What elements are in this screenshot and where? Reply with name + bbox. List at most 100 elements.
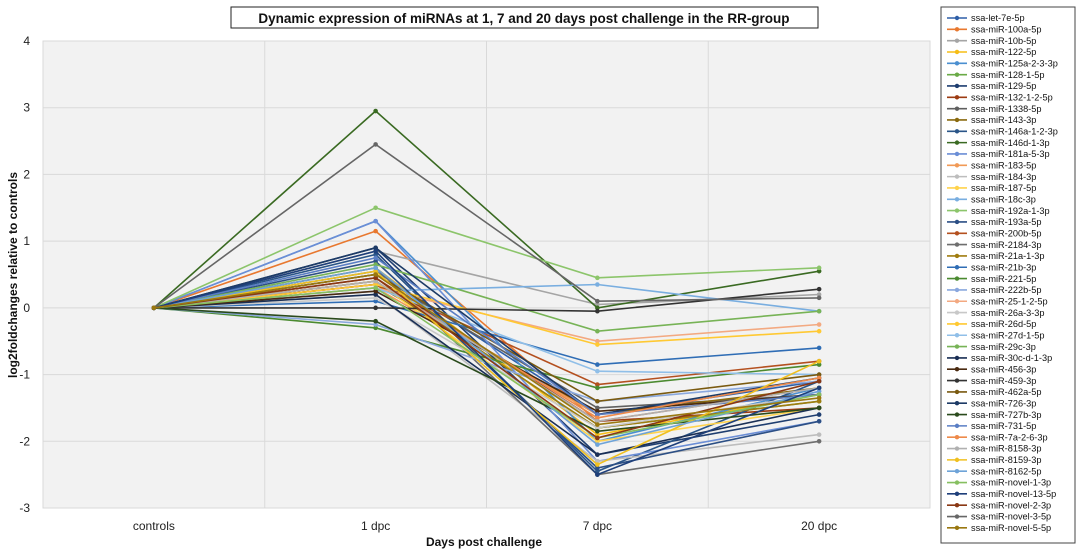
data-point: [816, 418, 822, 424]
data-point: [595, 418, 600, 424]
data-point: [816, 378, 822, 384]
legend-marker: [954, 401, 960, 406]
legend-label: ssa-miR-221-5p: [971, 274, 1036, 284]
data-point: [595, 305, 600, 311]
data-point: [373, 322, 378, 327]
data-point: [816, 392, 822, 397]
data-point: [595, 398, 600, 404]
legend-marker: [954, 27, 960, 32]
data-point: [595, 412, 600, 417]
data-point: [373, 265, 378, 271]
data-point: [595, 405, 600, 411]
y-axis-ticks: -3 -2 -1 0 1 2 3 4: [19, 34, 30, 515]
data-point: [373, 288, 378, 294]
y-tick-label: -1: [19, 368, 30, 382]
legend-label: ssa-miR-183-5p: [971, 160, 1036, 170]
legend-marker: [954, 140, 960, 145]
data-point: [373, 245, 378, 251]
data-point: [595, 362, 600, 367]
data-point: [595, 408, 600, 414]
series-line: [153, 300, 820, 366]
data-point: [816, 265, 822, 271]
y-tick-label: 1: [23, 234, 30, 248]
legend-entry: ssa-miR-21b-3p: [947, 262, 1036, 272]
legend-marker: [954, 378, 960, 383]
data-point: [151, 305, 157, 311]
data-point: [373, 142, 378, 147]
legend-marker: [954, 491, 960, 497]
legend-label: ssa-miR-222b-5p: [971, 285, 1041, 295]
legend-entry: ssa-miR-8159-3p: [947, 455, 1041, 465]
legend-entry: ssa-miR-125a-2-3-3p: [947, 59, 1058, 69]
legend-label: ssa-miR-128-1-5p: [971, 70, 1045, 80]
data-point: [595, 425, 600, 431]
legend-marker: [954, 72, 960, 77]
data-point: [595, 308, 600, 314]
legend-marker: [954, 38, 960, 43]
data-point: [373, 218, 378, 224]
series-line: [153, 263, 820, 333]
legend-marker: [954, 389, 960, 395]
legend-marker: [954, 242, 960, 247]
legend-entry: ssa-miR-187-5p: [947, 183, 1036, 193]
legend-entry: ssa-miR-25-1-2-5p: [947, 296, 1048, 306]
data-point: [816, 405, 822, 411]
series-line: [153, 250, 820, 476]
data-point: [816, 372, 822, 377]
data-point: [816, 432, 822, 437]
legend-label: ssa-miR-21b-3p: [971, 262, 1036, 272]
legend-entry: ssa-miR-731-5p: [947, 421, 1036, 431]
y-axis-title: log2foldchanges relative to controls: [6, 172, 20, 378]
data-point: [816, 412, 822, 417]
data-point: [816, 362, 822, 367]
data-point: [595, 415, 600, 421]
legend-entry: ssa-miR-8162-5p: [947, 466, 1041, 476]
legend-marker: [954, 333, 960, 338]
data-point: [595, 472, 600, 477]
x-tick-label: 7 dpc: [583, 519, 612, 533]
legend-entry: ssa-miR-8158-3p: [947, 444, 1041, 454]
legend-label: ssa-miR-129-5p: [971, 81, 1036, 91]
data-point: [816, 395, 822, 401]
x-axis-title: Days post challenge: [426, 535, 542, 549]
legend-entry: ssa-miR-26d-5p: [947, 319, 1036, 329]
legend-entry: ssa-miR-2184-3p: [947, 240, 1041, 250]
legend-entry: ssa-miR-132-1-2-5p: [947, 93, 1053, 103]
legend-label: ssa-miR-26a-3-3p: [971, 308, 1045, 318]
legend: [940, 6, 1076, 544]
data-point: [595, 368, 600, 374]
legend-marker: [954, 163, 960, 168]
legend-label: ssa-miR-8159-3p: [971, 455, 1041, 465]
legend-entry: ssa-miR-novel-1-3p: [947, 478, 1051, 488]
legend-label: ssa-miR-200b-5p: [971, 228, 1041, 238]
legend-entry: ssa-miR-726-3p: [947, 398, 1036, 408]
series-line: [153, 246, 820, 416]
legend-label: ssa-miR-181a-5-3p: [971, 149, 1050, 159]
legend-label: ssa-miR-25-1-2-5p: [971, 296, 1048, 306]
data-point: [816, 268, 822, 274]
legend-label: ssa-miR-726-3p: [971, 398, 1036, 408]
legend-entry: ssa-miR-129-5p: [947, 81, 1036, 91]
legend-marker: [954, 83, 960, 89]
data-point: [373, 228, 378, 234]
legend-marker: [954, 129, 960, 134]
legend-entry: ssa-miR-181a-5-3p: [947, 149, 1050, 159]
x-tick-label: 20 dpc: [801, 519, 837, 533]
data-point: [373, 275, 378, 281]
legend-entry: ssa-let-7e-5p: [947, 13, 1025, 23]
legend-entry: ssa-miR-221-5p: [947, 274, 1036, 284]
legend-entry: ssa-miR-462a-5p: [947, 387, 1041, 397]
legend-entries: ssa-let-7e-5p ssa-miR-100a-5pssa-miR-10b-…: [947, 13, 1058, 533]
legend-entry: ssa-miR-novel-2-3p: [947, 500, 1051, 510]
data-point: [373, 258, 378, 264]
legend-entry: ssa-miR-21a-1-3p: [947, 251, 1045, 261]
legend-label: ssa-miR-184-3p: [971, 172, 1036, 182]
series-lines: [151, 108, 822, 477]
data-point: [373, 285, 378, 291]
series-line: [153, 266, 820, 446]
data-point: [816, 328, 822, 334]
legend-entry: ssa-miR-novel-3-5p: [947, 512, 1051, 522]
data-point: [816, 295, 822, 301]
series-ssa-miR-novel-5-5p: [151, 272, 822, 427]
